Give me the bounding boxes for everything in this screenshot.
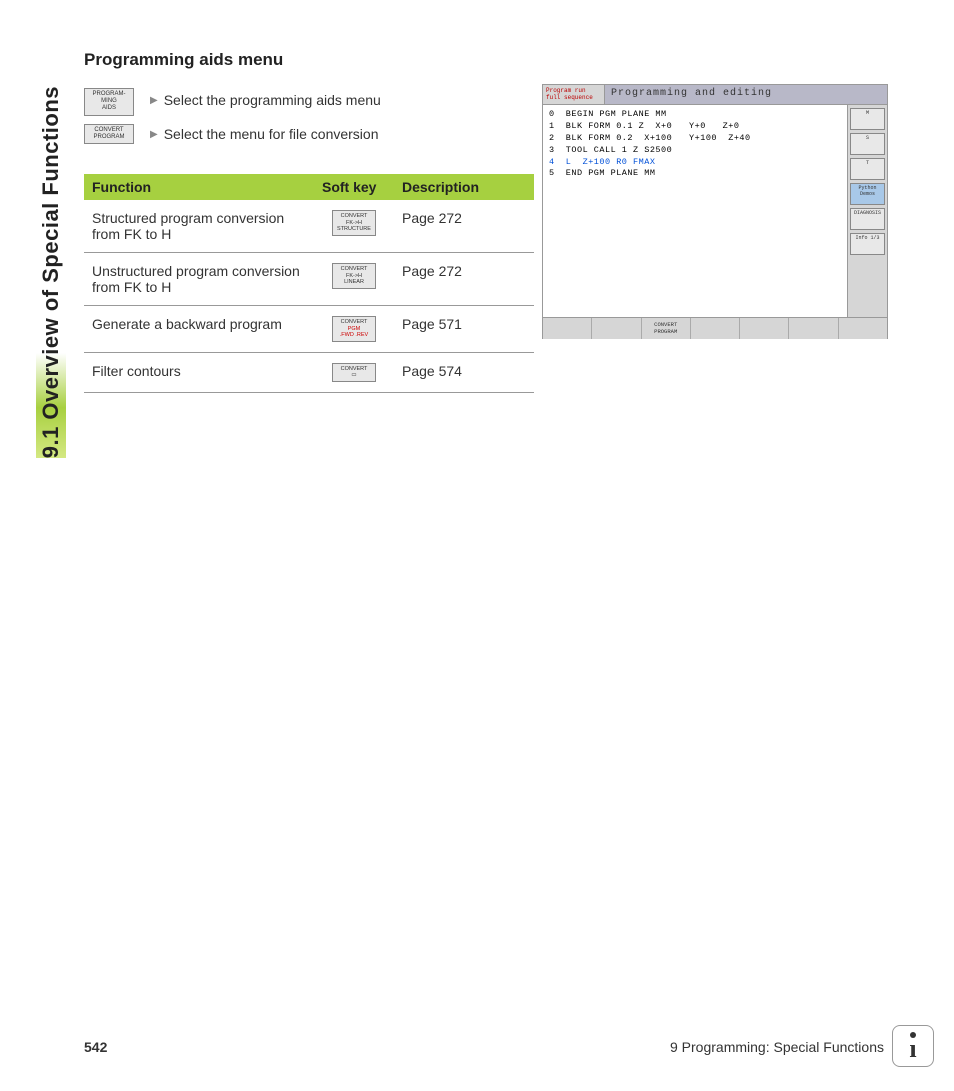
screen-side-button[interactable]: T (850, 158, 885, 180)
function-cell: Filter contours (84, 352, 314, 392)
info-icon: ı (892, 1025, 934, 1067)
screen-side-button[interactable]: DIAGNOSIS (850, 208, 885, 230)
bullet-line: ▶ Select the menu for file conversion (150, 126, 381, 142)
screen-footer-softkey[interactable] (592, 318, 641, 339)
softkey-cell: CONVERTFK->HLINEAR (314, 252, 394, 305)
table-row: Filter contours CONVERT▭ Page 574 (84, 352, 534, 392)
table-header-cell: Function (84, 174, 314, 200)
section-side-tab: 9.1 Overview of Special Functions (36, 38, 66, 458)
screen-mode-label: Program run full sequence (543, 85, 605, 104)
bullet-text: Select the programming aids menu (164, 92, 381, 108)
softkey-icon[interactable]: CONVERT▭ (332, 363, 376, 382)
arrow-icon: ▶ (150, 95, 158, 106)
screen-header: Program run full sequence Programming an… (543, 85, 887, 105)
arrow-icon: ▶ (150, 129, 158, 140)
table-row: Structured program conversion from FK to… (84, 200, 534, 253)
page-footer: 542 9 Programming: Special Functions (84, 1039, 884, 1055)
functions-table: FunctionSoft keyDescription Structured p… (84, 174, 534, 393)
table-header-cell: Soft key (314, 174, 394, 200)
screen-side-button[interactable]: M (850, 108, 885, 130)
bullet-text: Select the menu for file conversion (164, 126, 379, 142)
code-line: 1 BLK FORM 0.1 Z X+0 Y+0 Z+0 (549, 121, 841, 133)
description-cell: Page 574 (394, 352, 534, 392)
softkey-cell: CONVERT▭ (314, 352, 394, 392)
function-cell: Structured program conversion from FK to… (84, 200, 314, 253)
table-body: Structured program conversion from FK to… (84, 200, 534, 392)
info-i-glyph: ı (909, 1034, 916, 1064)
function-cell: Generate a backward program (84, 305, 314, 352)
table-header-row: FunctionSoft keyDescription (84, 174, 534, 200)
screen-footer-softkey[interactable] (789, 318, 838, 339)
code-line: 5 END PGM PLANE MM (549, 168, 841, 180)
code-line: 4 L Z+100 R0 FMAX (549, 157, 841, 169)
description-cell: Page 571 (394, 305, 534, 352)
softkey-icon[interactable]: PROGRAM-MINGAIDS (84, 88, 134, 116)
right-button-panel: MST PythonDemos DIAGNOSIS Info 1/3 (847, 105, 887, 317)
content-area: Programming aids menu PROGRAM-MINGAIDS CO… (84, 50, 534, 393)
bullet-line: ▶ Select the programming aids menu (150, 92, 381, 108)
intro-softkey-icons: PROGRAM-MINGAIDS CONVERTPROGRAM (84, 88, 134, 144)
table-row: Unstructured program conversion from FK … (84, 252, 534, 305)
bullet-list: ▶ Select the programming aids menu ▶ Select… (150, 88, 381, 144)
screen-softkey-row: CONVERTPROGRAM (543, 317, 887, 339)
softkey-cell: CONVERTPGM.FWD .REV (314, 305, 394, 352)
description-cell: Page 272 (394, 200, 534, 253)
screen-footer-softkey[interactable]: CONVERTPROGRAM (642, 318, 691, 339)
page-number: 542 (84, 1039, 107, 1055)
softkey-icon[interactable]: CONVERTPROGRAM (84, 124, 134, 144)
chapter-label: 9 Programming: Special Functions (670, 1039, 884, 1055)
softkey-icon[interactable]: CONVERTFK->HLINEAR (332, 263, 376, 289)
screen-side-button[interactable]: PythonDemos (850, 183, 885, 205)
program-code-area: 0 BEGIN PGM PLANE MM1 BLK FORM 0.1 Z X+0… (543, 105, 847, 317)
code-line: 0 BEGIN PGM PLANE MM (549, 109, 841, 121)
screen-title: Programming and editing (605, 85, 887, 104)
screen-footer-softkey[interactable] (543, 318, 592, 339)
section-heading: Programming aids menu (84, 50, 534, 70)
screen-body: 0 BEGIN PGM PLANE MM1 BLK FORM 0.1 Z X+0… (543, 105, 887, 317)
table-row: Generate a backward program CONVERTPGM.FW… (84, 305, 534, 352)
section-side-text: 9.1 Overview of Special Functions (38, 78, 64, 458)
softkey-icon[interactable]: CONVERTFK->HSTRUCTURE (332, 210, 376, 236)
intro-row: PROGRAM-MINGAIDS CONVERTPROGRAM ▶ Select t… (84, 88, 534, 144)
table-header-cell: Description (394, 174, 534, 200)
softkey-icon[interactable]: CONVERTPGM.FWD .REV (332, 316, 376, 342)
code-line: 2 BLK FORM 0.2 X+100 Y+100 Z+40 (549, 133, 841, 145)
screen-side-button[interactable]: S (850, 133, 885, 155)
screen-side-button[interactable]: Info 1/3 (850, 233, 885, 255)
code-line: 3 TOOL CALL 1 Z S2500 (549, 145, 841, 157)
softkey-cell: CONVERTFK->HSTRUCTURE (314, 200, 394, 253)
cnc-screen: Program run full sequence Programming an… (542, 84, 888, 339)
info-dot-icon (910, 1032, 916, 1038)
function-cell: Unstructured program conversion from FK … (84, 252, 314, 305)
screen-footer-softkey[interactable] (839, 318, 887, 339)
description-cell: Page 272 (394, 252, 534, 305)
screen-footer-softkey[interactable] (740, 318, 789, 339)
screen-footer-softkey[interactable] (691, 318, 740, 339)
